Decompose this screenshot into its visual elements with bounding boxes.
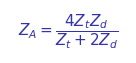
- Text: $Z_{A} = \dfrac{4Z_t Z_d}{Z_t + 2Z_d}$: $Z_{A} = \dfrac{4Z_t Z_d}{Z_t + 2Z_d}$: [18, 12, 118, 51]
